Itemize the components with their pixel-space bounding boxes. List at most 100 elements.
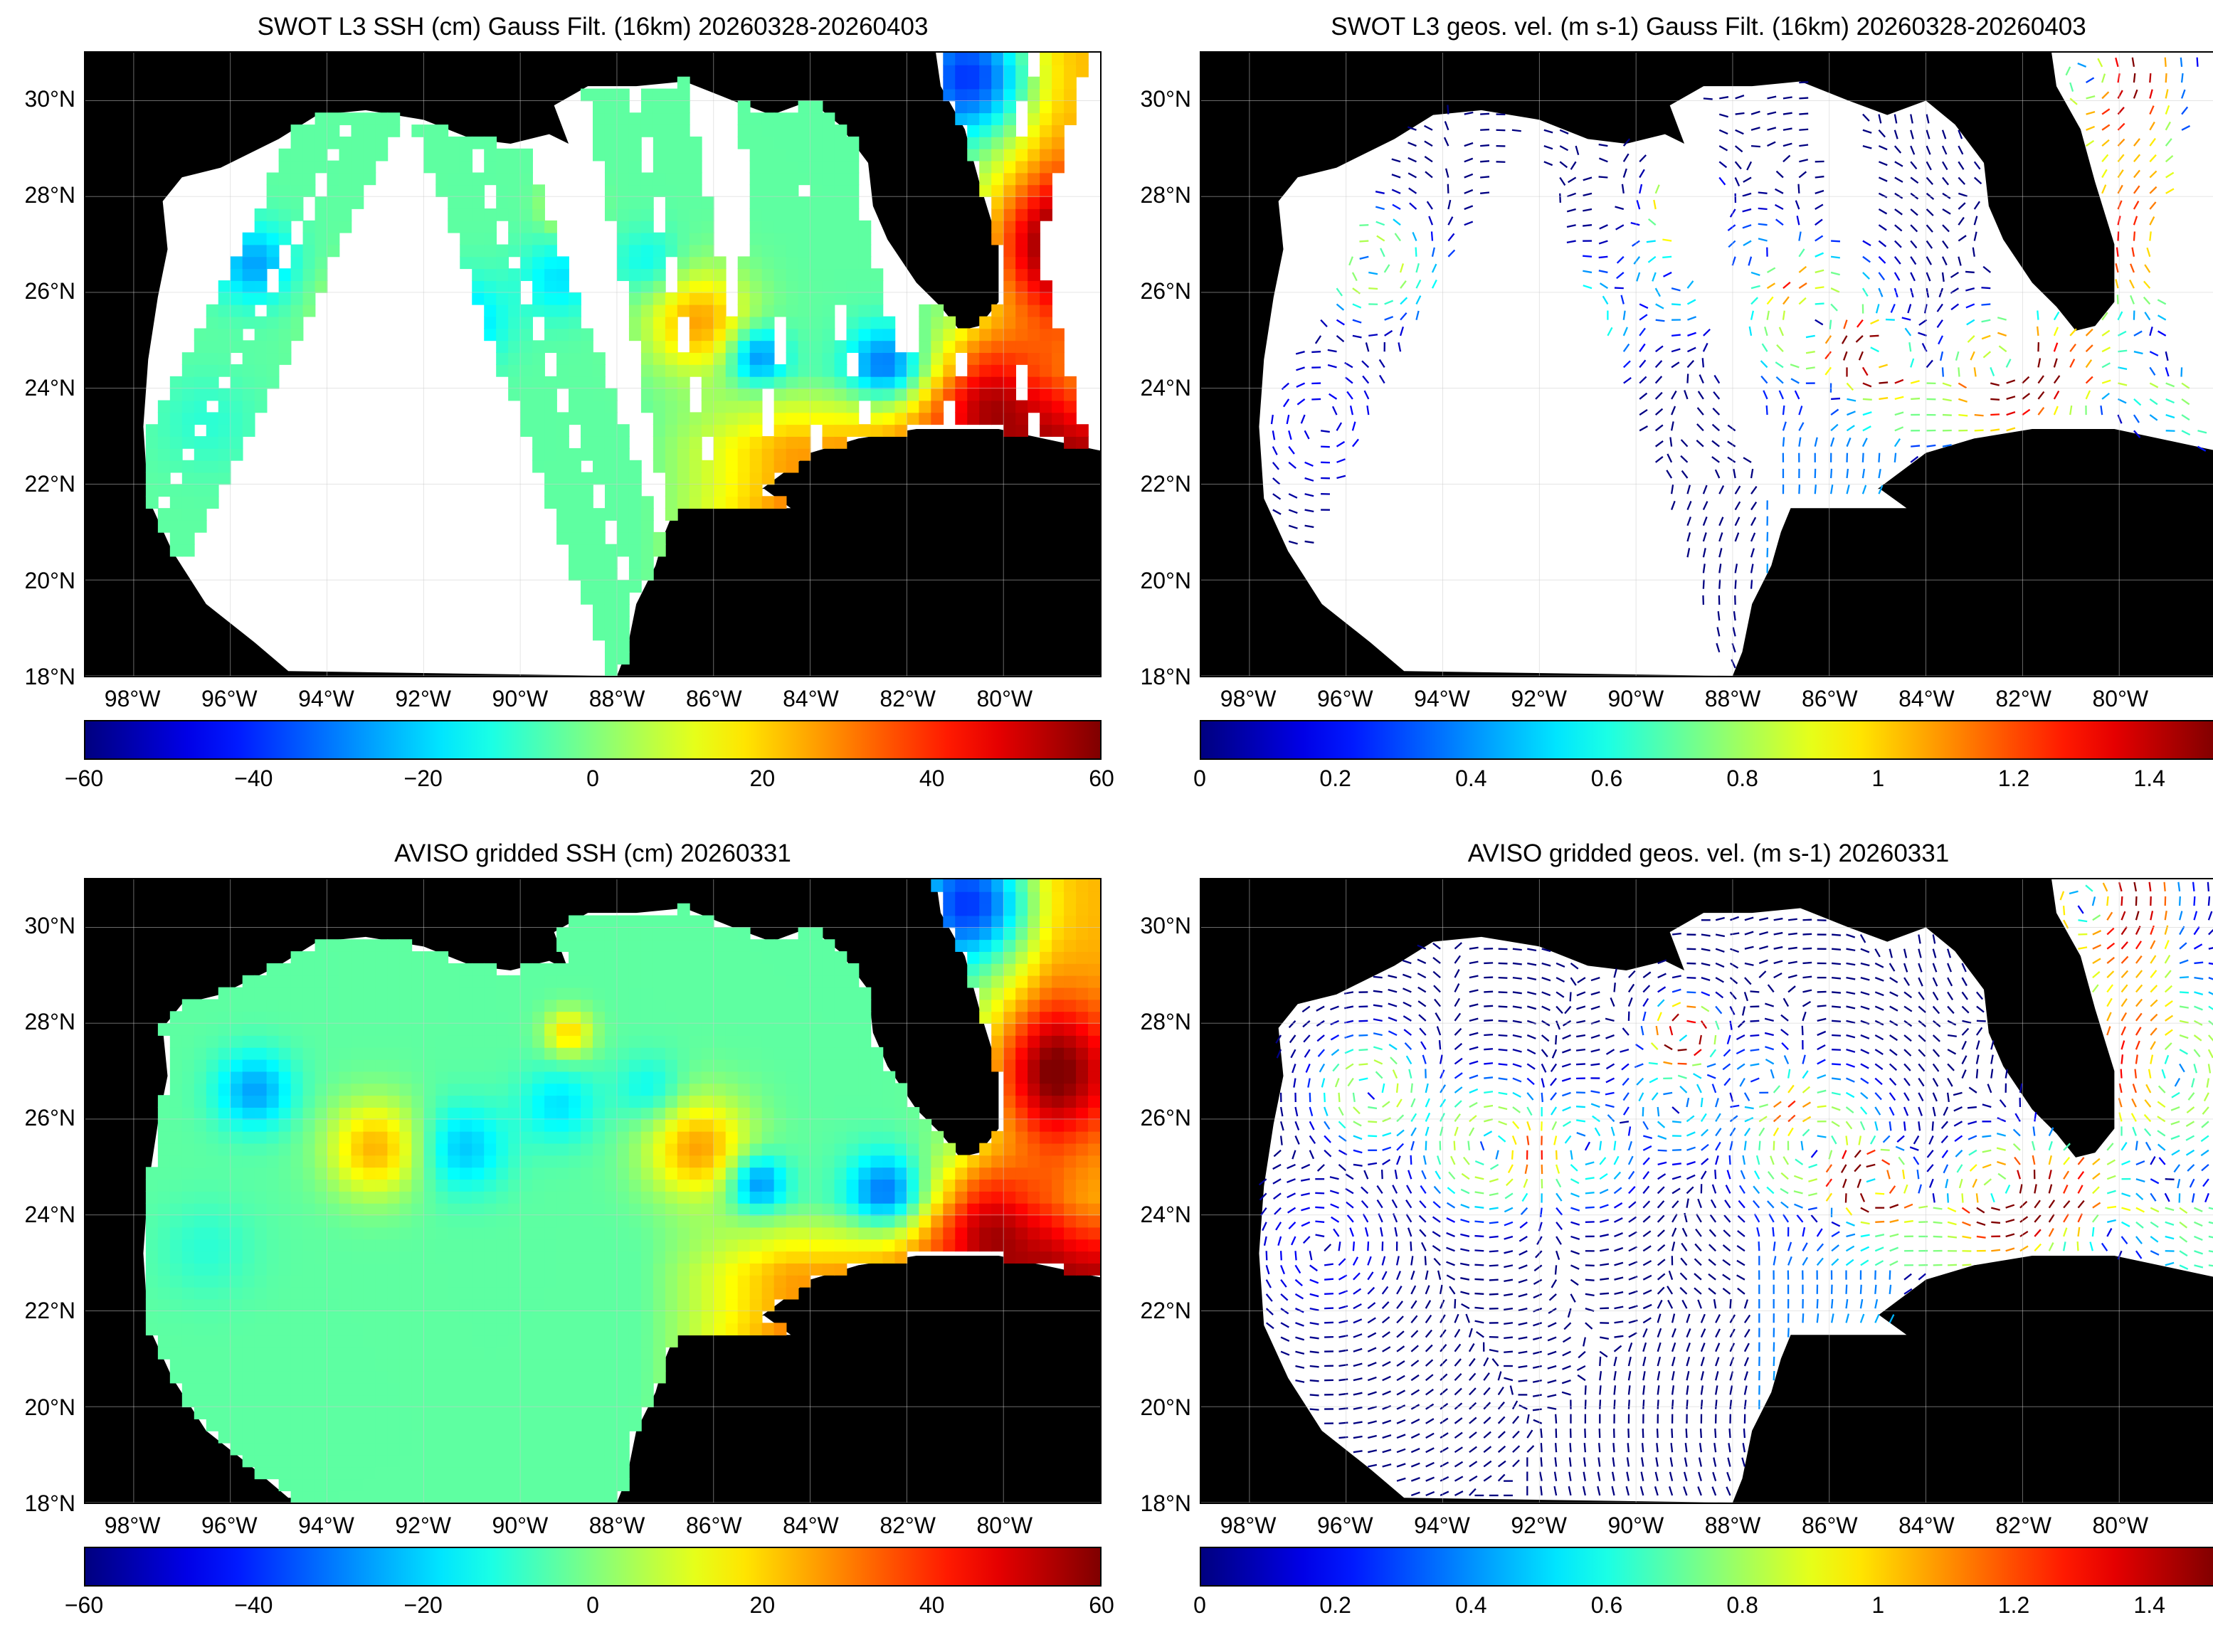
lon-tick-label: 86°W: [1801, 686, 1858, 711]
colorbar-tick-label: 0.8: [1726, 766, 1758, 791]
lon-tick-label: 98°W: [104, 1513, 161, 1538]
lat-tick-label: 28°N: [1140, 182, 1192, 208]
map-canvas: [85, 879, 1100, 1503]
lat-tick-label: 24°N: [1140, 374, 1192, 401]
water-region: [143, 53, 1100, 676]
lat-tick-label: 20°N: [24, 567, 76, 593]
lon-tick-label: 90°W: [492, 686, 549, 711]
lon-tick-label: 86°W: [685, 1513, 742, 1538]
panel-title: AVISO gridded SSH (cm) 20260331: [394, 840, 791, 867]
lon-tick-label: 92°W: [1511, 686, 1567, 711]
lon-tick-label: 84°W: [1898, 686, 1955, 711]
colorbar-tick-label: 60: [1089, 1592, 1114, 1618]
lon-tick-label: 96°W: [1316, 1513, 1373, 1538]
graticule: [1201, 53, 2213, 676]
data-layer: [1258, 881, 2213, 1497]
lon-tick-label: 86°W: [685, 686, 742, 711]
lat-tick-label: 18°N: [24, 664, 76, 689]
lon-tick-label: 84°W: [783, 1513, 839, 1538]
data-layer: [1270, 57, 2207, 669]
lon-tick-label: 88°W: [588, 1513, 645, 1538]
lat-tick-label: 22°N: [1140, 1298, 1192, 1324]
colorbar-tick-label: 40: [919, 766, 945, 791]
lon-tick-label: 92°W: [395, 1513, 451, 1538]
colorbar-tick-label: −20: [403, 766, 443, 791]
lon-tick-label: 82°W: [880, 1513, 936, 1538]
lon-tick-label: 84°W: [1898, 1513, 1955, 1538]
lon-tick-label: 80°W: [2092, 686, 2149, 711]
colorbar-tick-label: 0.6: [1590, 766, 1623, 791]
lon-tick-label: 96°W: [201, 686, 258, 711]
lat-tick-label: 22°N: [24, 471, 76, 497]
lat-tick-label: 28°N: [24, 1009, 76, 1035]
lon-tick-label: 84°W: [783, 686, 839, 711]
colorbar-tick-label: 1.2: [1997, 1592, 2030, 1618]
lat-tick-label: 24°N: [1140, 1201, 1192, 1227]
panel-title: AVISO gridded geos. vel. (m s-1) 2026033…: [1467, 840, 1950, 867]
lat-tick-label: 18°N: [1140, 1490, 1192, 1516]
colorbar-tick-label: −60: [64, 766, 104, 791]
colorbar-tick-label: −20: [403, 1592, 443, 1618]
lat-tick-label: 20°N: [24, 1394, 76, 1420]
lon-tick-label: 80°W: [976, 1513, 1033, 1538]
lat-tick-label: 26°N: [24, 1105, 76, 1131]
lon-tick-label: 90°W: [1607, 686, 1664, 711]
colorbar: [84, 1547, 1102, 1587]
cuba-landmass: [1877, 1255, 2213, 1344]
graticule: [85, 879, 1100, 1503]
lat-tick-label: 30°N: [24, 912, 76, 938]
colorbar-tick-label: 60: [1089, 766, 1114, 791]
colorbar-tick-label: 1.4: [2133, 1592, 2165, 1618]
lat-tick-label: 28°N: [1140, 1009, 1192, 1035]
lat-tick-label: 30°N: [1140, 85, 1192, 112]
colorbar-tick-label: −60: [64, 1592, 104, 1618]
lat-tick-label: 24°N: [24, 374, 76, 401]
lat-tick-label: 30°N: [24, 85, 76, 112]
colorbar-tick-label: 0.8: [1726, 1592, 1758, 1618]
colorbar-tick-label: 0.4: [1455, 766, 1487, 791]
data-layer: [145, 879, 1100, 1503]
lon-tick-label: 82°W: [1995, 1513, 2051, 1538]
colorbar-tick-label: 1: [1871, 1592, 1885, 1618]
cuba-landmass: [761, 1255, 1100, 1345]
colorbar-tick-label: 0: [586, 1592, 599, 1618]
graticule: [1201, 879, 2213, 1503]
map-area: [84, 51, 1102, 677]
colorbar: [1200, 720, 2213, 760]
map-area: [84, 878, 1102, 1504]
lon-tick-label: 88°W: [588, 686, 645, 711]
map-area: [1200, 878, 2213, 1504]
map-canvas: [1201, 879, 2213, 1503]
lon-tick-label: 86°W: [1801, 1513, 1858, 1538]
map-canvas: [1201, 53, 2213, 676]
lat-tick-label: 20°N: [1140, 567, 1192, 593]
lon-tick-label: 82°W: [880, 686, 936, 711]
lon-tick-label: 94°W: [1414, 1513, 1470, 1538]
colorbar-tick-label: −40: [234, 1592, 273, 1618]
colorbar-tick-label: 0: [1193, 1592, 1206, 1618]
colorbar-tick-label: 0.4: [1455, 1592, 1487, 1618]
colorbar-tick-label: 0.2: [1319, 766, 1351, 791]
cuba-landmass: [761, 428, 1100, 518]
lon-tick-label: 90°W: [1607, 1513, 1664, 1538]
lat-tick-label: 22°N: [1140, 471, 1192, 497]
panel-title: SWOT L3 geos. vel. (m s-1) Gauss Filt. (…: [1331, 13, 2086, 41]
lat-tick-label: 26°N: [1140, 278, 1192, 305]
map-area: [1200, 51, 2213, 677]
colorbar-tick-label: 0.6: [1590, 1592, 1623, 1618]
panel-title: SWOT L3 SSH (cm) Gauss Filt. (16km) 2026…: [257, 13, 929, 41]
graticule: [85, 53, 1100, 676]
lat-tick-label: 28°N: [24, 182, 76, 208]
lon-tick-label: 98°W: [104, 686, 161, 711]
lon-tick-label: 96°W: [1316, 686, 1373, 711]
colorbar-tick-label: −40: [234, 766, 273, 791]
lon-tick-label: 82°W: [1995, 686, 2051, 711]
colorbar-tick-label: 1.2: [1997, 766, 2030, 791]
colorbar-tick-label: 20: [749, 1592, 776, 1618]
lon-tick-label: 90°W: [492, 1513, 549, 1538]
colorbar-tick-label: 20: [749, 766, 776, 791]
lat-tick-label: 24°N: [24, 1201, 76, 1227]
lon-tick-label: 92°W: [1511, 1513, 1567, 1538]
lat-tick-label: 26°N: [1140, 1105, 1192, 1131]
lon-tick-label: 80°W: [2092, 1513, 2149, 1538]
